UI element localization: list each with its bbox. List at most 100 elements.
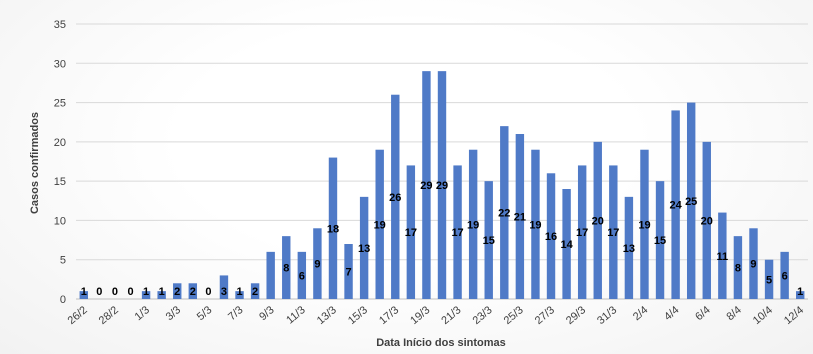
data-label: 26 — [389, 192, 401, 204]
data-label: 20 — [701, 215, 713, 227]
x-tick-label: 26/2 — [66, 304, 90, 327]
data-label: 15 — [654, 235, 666, 247]
bar — [328, 157, 338, 299]
bar — [655, 181, 665, 299]
data-label: 21 — [514, 212, 526, 224]
x-tick-label: 6/4 — [693, 304, 712, 323]
data-label: 24 — [669, 200, 682, 212]
x-tick-label: 3/3 — [164, 304, 183, 323]
bar — [313, 228, 322, 299]
x-tick-label: 23/3 — [471, 304, 495, 327]
bar — [686, 102, 696, 299]
data-label: 1 — [236, 286, 242, 298]
bar — [593, 141, 602, 299]
data-label: 29 — [436, 180, 448, 192]
bar — [375, 149, 384, 299]
data-label: 0 — [127, 286, 133, 298]
bar — [515, 134, 525, 299]
bar — [562, 189, 571, 299]
data-label: 18 — [327, 223, 339, 235]
bar — [219, 275, 229, 299]
data-label: 8 — [283, 263, 289, 275]
data-label: 6 — [299, 270, 305, 282]
data-label: 1 — [797, 286, 803, 298]
data-label: 0 — [205, 286, 211, 298]
bar — [235, 291, 244, 299]
bar — [282, 236, 291, 299]
x-axis-title: Data Início dos sintomas — [376, 337, 506, 349]
x-tick-label: 11/3 — [284, 304, 307, 326]
bar — [624, 196, 634, 299]
data-label: 2 — [174, 286, 180, 298]
bar — [640, 149, 649, 299]
data-label: 0 — [112, 286, 118, 298]
bar — [718, 212, 727, 299]
bar — [173, 283, 182, 299]
y-axis-title: Casos confirmados — [29, 112, 41, 214]
x-tick-label: 7/3 — [226, 304, 245, 323]
data-label: 9 — [314, 259, 320, 271]
y-tick-label: 30 — [54, 58, 66, 70]
y-tick-label: 20 — [54, 137, 66, 149]
data-label: 14 — [560, 239, 573, 251]
bar — [546, 173, 556, 299]
data-label: 8 — [735, 263, 741, 275]
data-label: 2 — [252, 286, 258, 298]
y-tick-label: 5 — [60, 255, 66, 267]
data-label: 22 — [498, 208, 510, 220]
bar — [157, 291, 166, 299]
x-tick-label: 1/3 — [133, 304, 152, 323]
x-tick-label: 15/3 — [346, 304, 370, 327]
data-label: 9 — [750, 259, 756, 271]
bar — [780, 251, 789, 299]
data-label: 0 — [96, 286, 102, 298]
data-label: 15 — [483, 235, 495, 247]
data-label: 1 — [143, 286, 149, 298]
data-label: 16 — [545, 231, 557, 243]
bar — [406, 165, 416, 299]
x-tick-label: 4/4 — [662, 304, 681, 323]
x-tick-label: 29/3 — [564, 304, 588, 327]
data-label: 1 — [81, 286, 87, 298]
x-tick-label: 13/3 — [315, 304, 339, 327]
bar — [297, 251, 307, 299]
data-label: 19 — [638, 219, 650, 231]
bar — [500, 126, 509, 300]
x-tick-label: 9/3 — [257, 304, 276, 323]
x-tick-label: 2/4 — [631, 304, 650, 323]
bar — [531, 149, 540, 299]
x-tick-label: 28/2 — [97, 304, 121, 327]
bar — [453, 165, 462, 299]
data-label: 29 — [420, 180, 432, 192]
x-tick-label: 19/3 — [408, 304, 432, 327]
x-tick-label: 17/3 — [377, 304, 401, 327]
data-label: 20 — [592, 215, 604, 227]
x-tick-label: 31/3 — [595, 304, 619, 327]
bar — [749, 228, 758, 299]
y-tick-label: 35 — [54, 19, 66, 31]
data-label: 13 — [623, 243, 635, 255]
data-label: 19 — [529, 219, 541, 231]
bar — [141, 291, 151, 299]
bar — [733, 236, 743, 299]
data-label: 3 — [221, 286, 227, 298]
data-label: 17 — [405, 227, 417, 239]
x-tick-label: 21/3 — [439, 304, 463, 327]
y-axis-tick-labels: 0 5 10 15 20 25 30 35 — [54, 19, 66, 306]
data-label: 13 — [358, 243, 370, 255]
y-tick-label: 15 — [54, 176, 66, 188]
x-tick-label: 5/3 — [195, 304, 214, 323]
bar — [344, 244, 353, 299]
bar — [796, 291, 805, 299]
data-label: 25 — [685, 196, 697, 208]
data-label: 1 — [159, 286, 165, 298]
data-label: 17 — [607, 227, 619, 239]
data-label: 7 — [345, 267, 351, 279]
data-label: 5 — [766, 274, 772, 286]
bar — [79, 291, 88, 299]
bar — [266, 251, 275, 299]
bars — [79, 71, 805, 300]
